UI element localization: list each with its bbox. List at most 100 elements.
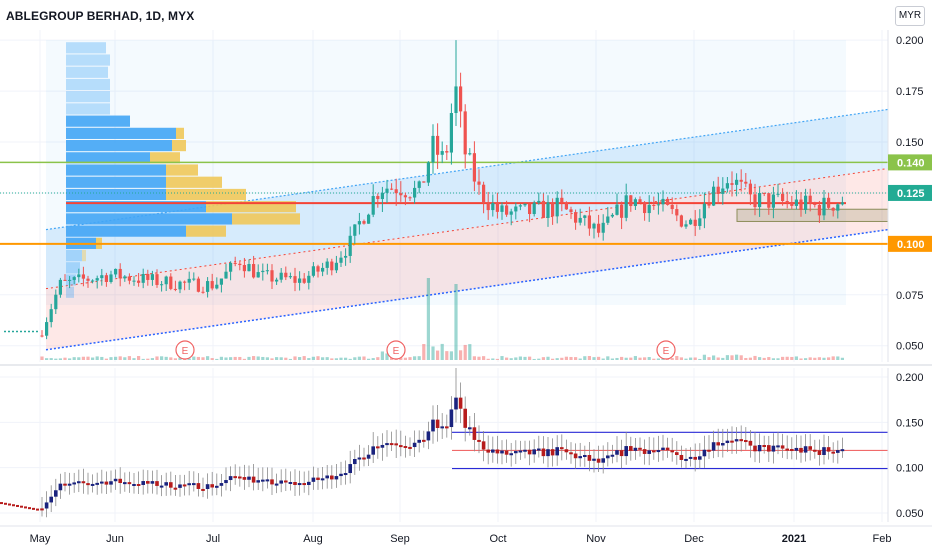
price-label-tag [888, 154, 932, 171]
volume-bar [500, 356, 504, 360]
lower-candle-body [12, 504, 15, 507]
candle-body [77, 274, 81, 278]
lower-candle-body [109, 481, 113, 485]
candle-body [564, 202, 568, 210]
lower-candle-body [16, 504, 19, 507]
volume-bar [592, 357, 596, 360]
volume-bar [146, 358, 150, 360]
volume-bar [192, 356, 196, 360]
candle-body [753, 194, 757, 208]
candle-body [150, 274, 154, 280]
volume-bar [739, 355, 743, 360]
lower-candle-body [159, 485, 164, 488]
volume-profile-bar [166, 164, 198, 176]
lower-candle-body [780, 445, 785, 449]
candle-body [739, 179, 743, 182]
lower-candle-body [739, 439, 743, 442]
lower-candle-body [320, 478, 325, 481]
lower-candle-body [366, 454, 371, 459]
candle-body [321, 267, 325, 272]
volume-bar [491, 358, 495, 360]
candle-body [459, 86, 463, 112]
candle-body [518, 205, 522, 207]
volume-bar [587, 356, 591, 360]
candle-body [413, 187, 417, 198]
candle-body [551, 202, 555, 217]
lower-candle-body [44, 502, 49, 509]
volume-bar [417, 356, 421, 360]
volume-bar [247, 356, 251, 360]
volume-bar [178, 357, 182, 360]
candle-body [141, 273, 145, 283]
volume-bar [771, 358, 775, 360]
volume-bar [86, 356, 90, 360]
volume-bar [528, 356, 532, 360]
lower-candle-body [477, 439, 481, 442]
candle-body [679, 215, 683, 227]
candle-body [215, 284, 219, 289]
lower-candle-body [665, 447, 670, 451]
lower-candle-body [757, 445, 762, 452]
lower-candle-body [610, 454, 615, 457]
lower-candle-body [228, 476, 233, 481]
volume-profile-bar [150, 152, 180, 164]
volume-bar [408, 357, 412, 360]
lower-candle-body [100, 481, 104, 484]
candle-body [790, 202, 794, 206]
candle-body [178, 281, 182, 290]
candle-body [95, 278, 99, 281]
candle-body [40, 335, 44, 337]
lower-candle-body [274, 483, 279, 486]
lower-candle-body [481, 441, 486, 450]
lower-candle-body [279, 480, 283, 484]
candle-body [725, 183, 729, 189]
volume-bar [100, 356, 104, 360]
lower-candle-body [417, 439, 421, 443]
candle-body [638, 199, 642, 203]
lower-candle-body [771, 445, 776, 452]
volume-profile-bar [66, 78, 110, 91]
lower-candle-body [288, 482, 293, 485]
candle-body [265, 270, 269, 272]
lower-candle-body [776, 445, 780, 448]
volume-bar [790, 356, 794, 360]
volume-profile-bar [186, 225, 226, 237]
candle-body [164, 276, 168, 285]
volume-bar [735, 354, 739, 360]
volume-bar [486, 358, 490, 360]
candle-body [187, 278, 191, 283]
lower-candle-body [353, 459, 357, 465]
volume-bar [758, 357, 762, 360]
candle-body [206, 281, 210, 292]
candle-body [118, 268, 122, 279]
volume-bar [445, 351, 449, 360]
volume-bar [58, 358, 62, 360]
candle-body [822, 197, 826, 216]
volume-bar [597, 356, 601, 360]
lower-candle-body [679, 454, 684, 460]
lower-candle-body [284, 480, 288, 483]
volume-bar [270, 358, 274, 360]
volume-bar [371, 358, 375, 360]
volume-bar [127, 356, 131, 360]
lower-candle-body [523, 449, 527, 452]
lower-candle-body [343, 473, 348, 476]
volume-bar [81, 356, 85, 360]
lower-candle-body [422, 439, 426, 442]
candle-body [344, 255, 348, 258]
lower-candle-body [504, 450, 509, 455]
volume-bar [118, 356, 122, 360]
lower-candle-body [748, 440, 753, 446]
currency-button[interactable]: MYR [895, 6, 925, 26]
volume-bar [426, 278, 430, 360]
lower-candle-body [49, 496, 53, 503]
price-axis-tick: 0.150 [896, 137, 924, 149]
lower-candle-body [716, 442, 720, 446]
lower-candle-body [362, 457, 366, 460]
volume-bar [532, 358, 536, 360]
lower-candle-body [785, 448, 789, 451]
lower-candle-body [4, 502, 7, 505]
lower-candle-body [794, 447, 799, 451]
volume-bar [215, 358, 219, 360]
volume-profile-bar [66, 164, 166, 176]
